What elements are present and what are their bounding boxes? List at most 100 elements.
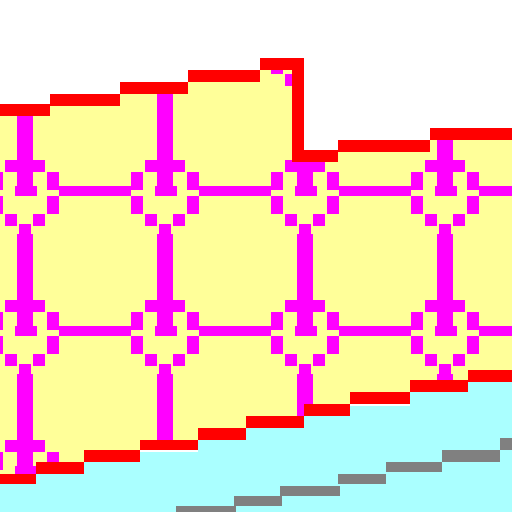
lattice-block xyxy=(199,186,271,196)
lattice-block xyxy=(131,312,143,330)
lattice-block xyxy=(313,74,325,86)
lattice-block xyxy=(0,32,3,50)
lattice-block xyxy=(411,172,423,190)
lattice-block xyxy=(187,336,199,354)
lattice-block xyxy=(173,300,185,312)
lattice-block xyxy=(299,288,311,300)
lattice-block xyxy=(47,336,59,354)
lattice-block xyxy=(411,196,423,214)
lattice-block xyxy=(5,160,17,172)
lattice-block xyxy=(17,94,33,190)
lattice-block xyxy=(131,172,143,190)
lattice-block xyxy=(59,326,131,336)
lattice-block xyxy=(59,46,131,56)
lattice-block xyxy=(411,336,423,354)
lattice-block xyxy=(19,148,31,160)
lattice-block xyxy=(131,196,143,214)
lattice-block xyxy=(297,234,313,330)
lattice-block xyxy=(157,234,173,330)
lattice-block xyxy=(435,46,457,56)
lattice-block xyxy=(155,326,177,336)
lattice-block xyxy=(339,46,411,56)
lattice-block xyxy=(327,196,339,214)
lattice-block xyxy=(313,300,325,312)
lattice-block xyxy=(47,64,59,74)
lattice-block xyxy=(299,224,311,236)
lattice-block xyxy=(145,354,157,366)
lattice-block xyxy=(285,20,297,32)
lattice-block xyxy=(187,32,199,50)
lattice-block xyxy=(199,326,271,336)
lattice-block xyxy=(339,186,411,196)
lattice-block xyxy=(327,336,339,354)
lattice-block xyxy=(5,440,17,452)
lattice-block xyxy=(285,214,297,226)
lattice-block xyxy=(173,354,185,366)
lattice-block xyxy=(453,74,465,86)
lattice-block xyxy=(173,214,185,226)
lattice-block xyxy=(467,312,479,330)
lattice-block xyxy=(159,428,171,440)
lattice-block xyxy=(145,160,157,172)
lattice-block xyxy=(439,364,451,376)
lattice-block xyxy=(159,364,171,376)
lattice-block xyxy=(467,172,479,190)
lattice-block xyxy=(173,20,185,32)
lattice-block xyxy=(425,214,437,226)
lattice-block xyxy=(0,172,3,190)
lattice-block xyxy=(425,300,437,312)
lattice-block xyxy=(0,196,3,214)
lattice-block xyxy=(159,8,171,20)
lattice-block xyxy=(437,234,453,330)
lattice-block xyxy=(271,312,283,330)
lattice-block xyxy=(453,160,465,172)
lattice-block xyxy=(157,94,173,190)
lattice-block xyxy=(15,186,37,196)
lattice-block xyxy=(17,234,33,330)
lattice-block xyxy=(15,466,37,476)
lattice-block xyxy=(479,46,512,56)
top-wall-edge xyxy=(0,58,512,162)
lattice-block xyxy=(439,224,451,236)
lattice-block xyxy=(5,300,17,312)
lattice-block xyxy=(187,172,199,190)
lattice-block xyxy=(145,20,157,32)
lattice-block xyxy=(467,196,479,214)
lattice-block xyxy=(187,312,199,330)
lattice-block xyxy=(425,354,437,366)
lattice-block xyxy=(285,354,297,366)
lattice-block xyxy=(47,172,59,190)
lattice-block xyxy=(425,160,437,172)
lattice-block xyxy=(327,172,339,190)
lattice-block xyxy=(439,288,451,300)
lattice-block xyxy=(453,20,465,32)
lattice-block xyxy=(285,160,297,172)
lattice-block xyxy=(435,326,457,336)
lattice-block xyxy=(299,364,311,376)
lattice-block xyxy=(33,354,45,366)
lattice-block xyxy=(295,326,317,336)
lattice-block xyxy=(199,46,271,56)
lattice-block xyxy=(425,74,437,86)
lattice-block xyxy=(479,326,512,336)
lattice-block xyxy=(479,186,512,196)
lattice-block xyxy=(5,214,17,226)
lattice-block xyxy=(271,172,283,190)
lattice-block xyxy=(339,326,411,336)
lattice-block xyxy=(0,64,3,74)
lattice-block xyxy=(313,354,325,366)
lattice-block xyxy=(131,64,143,74)
lattice-block xyxy=(439,8,451,20)
bottom-wall-edge xyxy=(0,370,512,484)
lattice-block xyxy=(33,160,45,172)
lattice-block xyxy=(0,312,3,330)
lattice-block xyxy=(327,32,339,50)
lattice-block xyxy=(159,288,171,300)
lattice-block xyxy=(47,32,59,50)
lattice-block xyxy=(271,196,283,214)
lattice-block xyxy=(299,8,311,20)
lattice-block xyxy=(313,160,325,172)
lattice-block xyxy=(327,64,339,74)
lattice-block xyxy=(187,196,199,214)
